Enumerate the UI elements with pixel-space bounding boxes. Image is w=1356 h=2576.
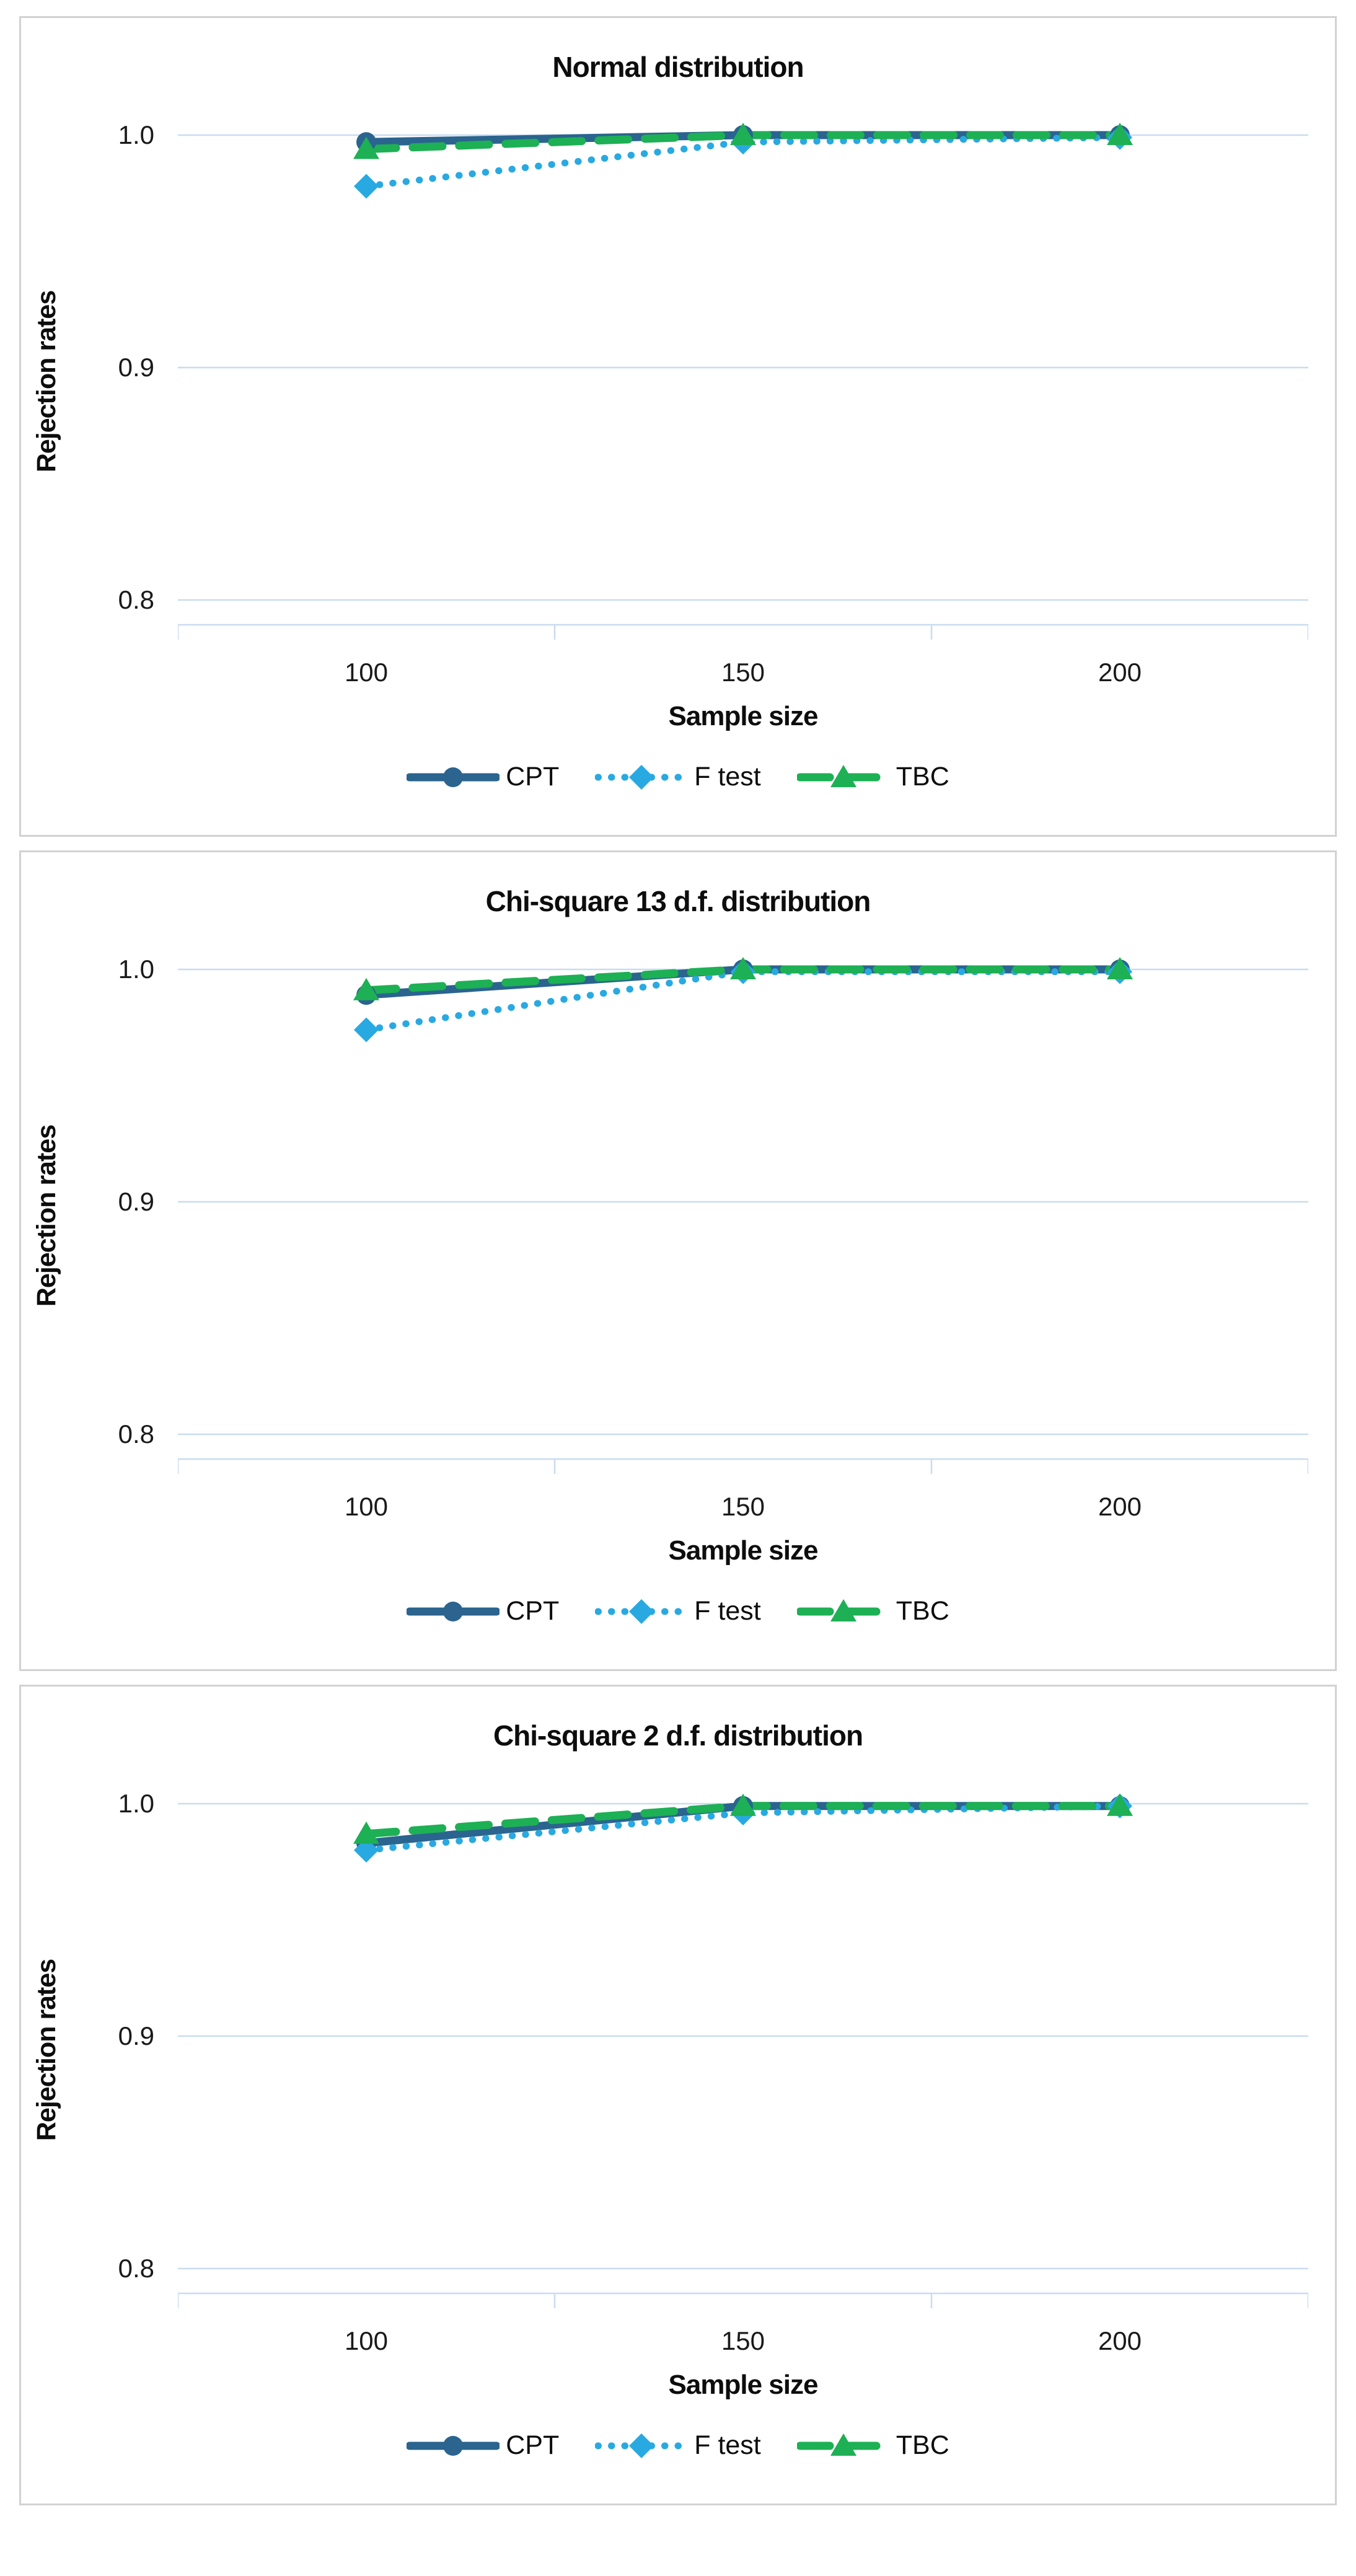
x-axis-ticks: 100 150 200 bbox=[178, 2326, 1308, 2357]
tbc-dashed-triangle-icon bbox=[796, 1599, 890, 1621]
legend-item: CPT bbox=[407, 2430, 559, 2461]
cpt-line-circle-icon bbox=[407, 1601, 500, 1621]
y-tick-label: 0.8 bbox=[118, 1419, 154, 1449]
legend-label: TBC bbox=[896, 2430, 949, 2460]
chart-title: Chi-square 13 d.f. distribution bbox=[485, 885, 871, 917]
legend: CPT F test TBC bbox=[21, 2430, 1335, 2461]
x-tick-label: 150 bbox=[721, 1492, 765, 1521]
chart-title: Normal distribution bbox=[552, 51, 804, 83]
x-tick-label: 100 bbox=[344, 658, 389, 687]
legend-item: F test bbox=[595, 1596, 761, 1626]
cpt-line-circle-icon bbox=[407, 2435, 500, 2456]
legend-item: CPT bbox=[407, 1596, 559, 1626]
x-axis-ticks: 100 150 200 bbox=[178, 1492, 1308, 1523]
x-tick-label: 100 bbox=[344, 2326, 389, 2355]
legend-label: TBC bbox=[896, 762, 949, 792]
y-tick-label: 0.9 bbox=[118, 1187, 154, 1216]
tbc-dashed-triangle-icon bbox=[796, 764, 890, 787]
ftest-dotted-diamond-icon bbox=[595, 764, 689, 790]
x-tick-label: 100 bbox=[344, 1492, 389, 1521]
legend-label: F test bbox=[694, 762, 761, 792]
x-axis-title: Sample size bbox=[668, 2370, 819, 2400]
chart-panel-chisq2: Chi-square 2 d.f. distribution Rejection… bbox=[19, 1685, 1337, 2505]
legend-item: F test bbox=[595, 2430, 761, 2461]
plot-area bbox=[178, 1788, 1308, 2314]
y-tick-label: 0.8 bbox=[118, 585, 154, 614]
x-axis-title: Sample size bbox=[668, 701, 819, 731]
plot-area bbox=[178, 954, 1308, 1480]
x-tick-label: 200 bbox=[1098, 658, 1142, 687]
legend: CPT F test TBC bbox=[21, 762, 1335, 792]
chart-panel-chisq13: Chi-square 13 d.f. distribution Rejectio… bbox=[19, 850, 1337, 1671]
x-tick-label: 200 bbox=[1098, 2326, 1142, 2355]
legend-label: CPT bbox=[506, 1596, 560, 1626]
x-axis-title: Sample size bbox=[668, 1535, 819, 1566]
y-tick-label: 1.0 bbox=[118, 120, 154, 149]
ftest-dotted-diamond-icon bbox=[595, 1599, 689, 1624]
legend-label: TBC bbox=[896, 1596, 949, 1626]
x-tick-label: 150 bbox=[721, 658, 765, 687]
x-axis-ticks: 100 150 200 bbox=[178, 658, 1308, 689]
ftest-dotted-diamond-icon bbox=[595, 2433, 689, 2458]
legend: CPT F test TBC bbox=[21, 1596, 1335, 1626]
legend-item: TBC bbox=[796, 762, 949, 792]
cpt-line-circle-icon bbox=[407, 767, 500, 787]
legend-item: TBC bbox=[796, 2430, 949, 2461]
tbc-dashed-triangle-icon bbox=[796, 2433, 890, 2456]
x-tick-label: 150 bbox=[721, 2326, 765, 2355]
plot-area bbox=[178, 120, 1308, 645]
y-tick-label: 0.9 bbox=[118, 353, 154, 382]
x-tick-label: 200 bbox=[1098, 1492, 1142, 1521]
y-tick-label: 1.0 bbox=[118, 1789, 154, 1818]
chart-title: Chi-square 2 d.f. distribution bbox=[493, 1719, 863, 1752]
legend-label: CPT bbox=[506, 2430, 560, 2460]
figure-page: { "page": { "background": "#FFFFFF", "pa… bbox=[0, 16, 1356, 2576]
legend-item: TBC bbox=[796, 1596, 949, 1626]
legend-label: CPT bbox=[506, 762, 560, 792]
legend-item: F test bbox=[595, 762, 761, 792]
y-tick-label: 1.0 bbox=[118, 955, 154, 984]
legend-label: F test bbox=[694, 2430, 761, 2460]
y-tick-label: 0.9 bbox=[118, 2021, 154, 2050]
chart-panel-normal: Normal distribution Rejection rates 1.0 … bbox=[19, 16, 1337, 837]
legend-label: F test bbox=[694, 1596, 761, 1626]
y-tick-label: 0.8 bbox=[118, 2254, 154, 2283]
legend-item: CPT bbox=[407, 762, 559, 792]
